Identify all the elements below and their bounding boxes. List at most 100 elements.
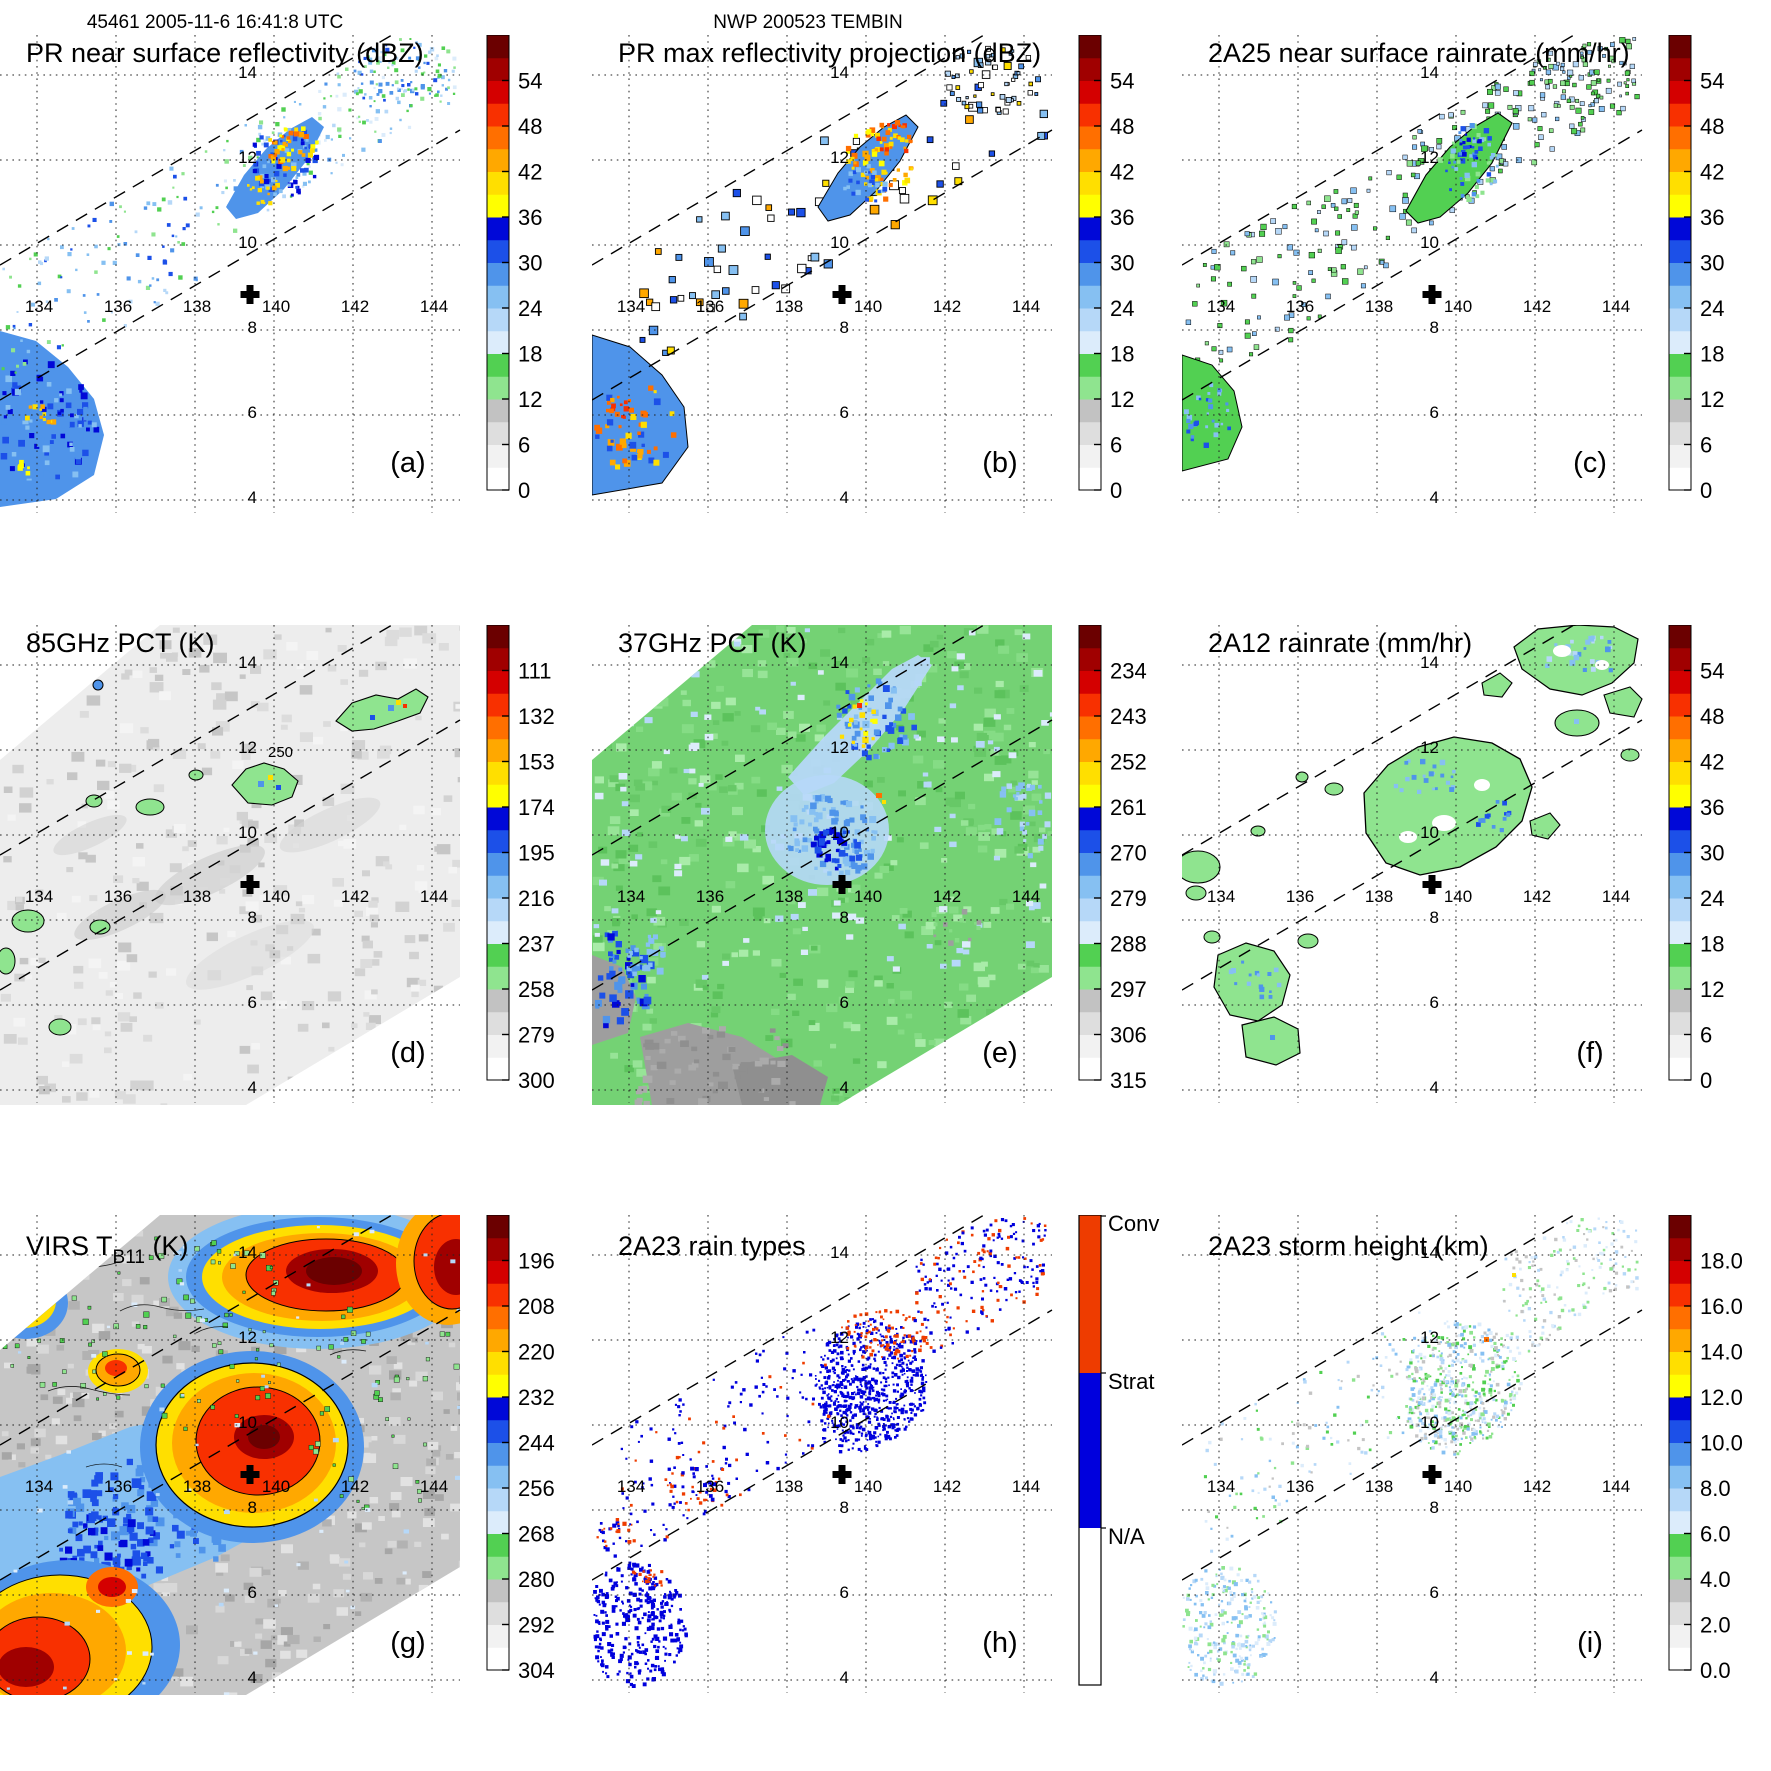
lat-tick-label: 12 (830, 738, 849, 757)
colorbar-tick-label: 300 (518, 1068, 555, 1093)
lon-tick-label: 140 (1444, 297, 1472, 316)
colorbar-tick-label: 18 (1110, 342, 1134, 367)
grid-lines (1182, 35, 1642, 513)
colorbar-tick-label: 12 (1700, 977, 1724, 1002)
panel-letter: (c) (1573, 447, 1607, 479)
lat-tick-label: 6 (840, 993, 849, 1012)
storm-name-header: NWP 200523 TEMBIN (713, 12, 903, 33)
panel-title: 37GHz PCT (K) (618, 628, 807, 658)
lat-tick-label: 4 (840, 1078, 849, 1097)
data-raster-g (0, 1215, 460, 1695)
lat-tick-label: 10 (238, 1413, 257, 1432)
lon-tick-label: 136 (696, 1477, 724, 1496)
lon-tick-label: 136 (1286, 1477, 1314, 1496)
lon-tick-label: 140 (262, 887, 290, 906)
colorbar-segment-label: Conv (1108, 1215, 1159, 1236)
axis-labels: 134 136 138 140 142 144 14 12 10 8 6 4 (617, 63, 1040, 507)
axis-labels: 134 136 138 140 142 144 14 12 10 8 6 4 (617, 1243, 1040, 1687)
lon-tick-label: 136 (1286, 297, 1314, 316)
storm-center-marker (1422, 1465, 1442, 1484)
lat-tick-label: 10 (830, 233, 849, 252)
lon-tick-label: 144 (1602, 297, 1630, 316)
colorbar-tick-label: 6 (1110, 433, 1122, 458)
colorbar-tick-label: 280 (518, 1567, 555, 1592)
grid-lines (592, 625, 1052, 1103)
lon-tick-label: 144 (1012, 1477, 1040, 1496)
colorbar-segment-label: N/A (1108, 1524, 1145, 1549)
swath-edge-lines (1181, 1214, 1643, 1581)
lat-tick-label: 6 (248, 1583, 257, 1602)
panel-a: 134 136 138 140 142 144 14 12 10 8 6 4 (a) PR near su… (0, 34, 590, 535)
lat-tick-label: 10 (1420, 233, 1439, 252)
axis-labels: 134 136 138 140 142 144 14 12 10 8 6 4 (25, 653, 448, 1097)
colorbar-tick-label: 24 (1700, 886, 1724, 911)
lon-tick-label: 134 (25, 297, 53, 316)
lon-tick-label: 134 (1207, 1477, 1235, 1496)
grid-lines (0, 1215, 460, 1693)
swath-edge-lines (1181, 34, 1643, 401)
swath-edge-lines (591, 1214, 1053, 1581)
lon-tick-label: 144 (420, 887, 448, 906)
lat-tick-label: 6 (248, 993, 257, 1012)
lat-tick-label: 14 (238, 1243, 257, 1262)
colorbar-tick-label: 279 (518, 1023, 555, 1048)
lon-tick-label: 140 (262, 1477, 290, 1496)
lon-tick-label: 134 (1207, 297, 1235, 316)
lon-tick-label: 138 (775, 297, 803, 316)
lat-tick-label: 12 (238, 738, 257, 757)
lat-tick-label: 6 (1430, 993, 1439, 1012)
swath-edge-lines (1181, 624, 1643, 991)
lat-tick-label: 8 (840, 1498, 849, 1517)
lat-tick-label: 8 (248, 908, 257, 927)
storm-center-marker (832, 285, 852, 304)
lon-tick-label: 134 (25, 1477, 53, 1496)
colorbar-tick-label: 30 (1110, 251, 1134, 276)
lat-tick-label: 6 (840, 1583, 849, 1602)
colorbar-tick-label: 12 (1110, 387, 1134, 412)
panel-letter: (a) (390, 447, 425, 479)
colorbar-tick-label: 0 (1700, 478, 1712, 503)
lon-tick-label: 138 (1365, 297, 1393, 316)
colorbar-tick-label: 234 (1110, 659, 1147, 684)
panel-title: 2A23 rain types (618, 1231, 806, 1261)
panel-d: 134 136 138 140 142 144 14 12 10 8 6 4 250 (d) 85GHz P… (0, 624, 590, 1125)
lat-tick-label: 10 (238, 233, 257, 252)
lat-tick-label: 14 (830, 1243, 849, 1262)
colorbar-tick-label: 279 (1110, 886, 1147, 911)
lat-tick-label: 14 (1420, 1243, 1439, 1262)
panel-h: 134 136 138 140 142 144 14 12 10 8 6 4 (h) 2A23 rain … (591, 1211, 1182, 1715)
colorbar-tick-label: 315 (1110, 1068, 1147, 1093)
lat-tick-label: 8 (1430, 1498, 1439, 1517)
panel-svg-e: 134 136 138 140 142 144 14 12 10 8 6 4 (e) 37GHz PCT … (591, 624, 1147, 1105)
lat-tick-label: 4 (248, 488, 257, 507)
panel-svg-h: 134 136 138 140 142 144 14 12 10 8 6 4 (h) 2A23 rain … (591, 1211, 1159, 1695)
colorbar-tick-label: 268 (518, 1522, 555, 1547)
colorbar-tick-label: 297 (1110, 977, 1147, 1002)
colorbar-tick-label: 261 (1110, 795, 1147, 820)
lat-tick-label: 4 (1430, 1668, 1439, 1687)
lon-tick-label: 142 (1523, 887, 1551, 906)
lon-tick-label: 140 (1444, 887, 1472, 906)
colorbar-tick-label: 0 (518, 478, 530, 503)
lon-tick-label: 144 (1602, 887, 1630, 906)
colorbar-tick-label: 0 (1110, 478, 1122, 503)
panel-title: 2A23 storm height (km) (1208, 1231, 1489, 1261)
colorbar-tick-label: 220 (518, 1340, 555, 1365)
lat-tick-label: 8 (248, 318, 257, 337)
lon-tick-label: 142 (341, 297, 369, 316)
colorbar-tick-label: 18.0 (1700, 1249, 1743, 1274)
lon-tick-label: 134 (1207, 887, 1235, 906)
colorbar-tick-label: 243 (1110, 704, 1147, 729)
lat-tick-label: 12 (238, 148, 257, 167)
lat-tick-label: 10 (1420, 1413, 1439, 1432)
colorbar-tick-label: 12 (518, 387, 542, 412)
panel-svg-c: 134 136 138 140 142 144 14 12 10 8 6 4 (c) 2A25 near … (1181, 34, 1724, 515)
lon-tick-label: 136 (104, 297, 132, 316)
lon-tick-label: 138 (775, 1477, 803, 1496)
colorbar-tick-label: 14.0 (1700, 1340, 1743, 1365)
lat-tick-label: 6 (1430, 403, 1439, 422)
storm-center-marker (832, 875, 852, 894)
lon-tick-label: 142 (1523, 1477, 1551, 1496)
colorbar-tick-label: 30 (1700, 251, 1724, 276)
colorbar-tick-label: 16.0 (1700, 1294, 1743, 1319)
